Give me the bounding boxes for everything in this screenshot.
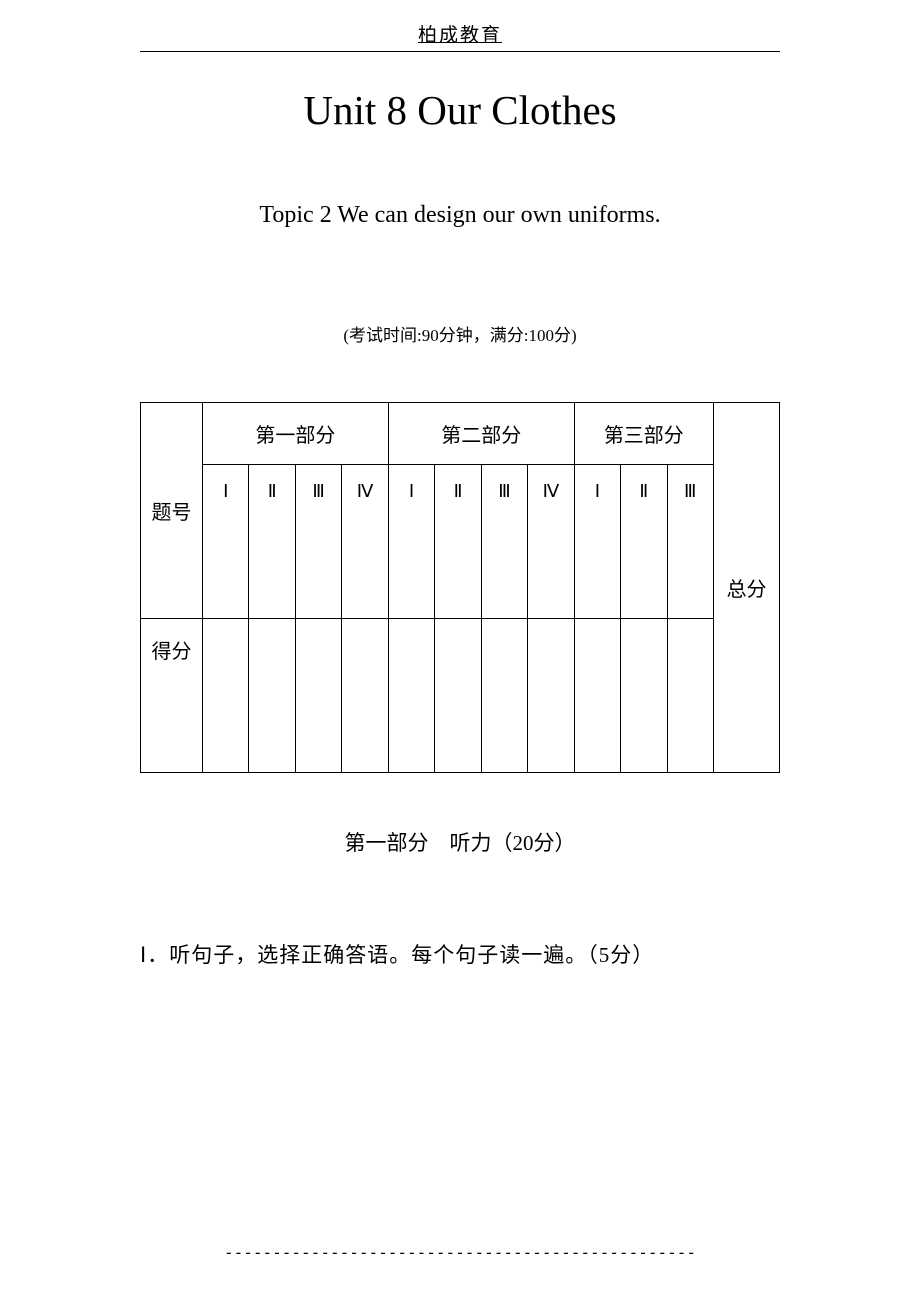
score-cell xyxy=(435,619,481,773)
score-cell xyxy=(249,619,295,773)
row-header-score: 得分 xyxy=(141,619,203,773)
section-header-3: 第三部分 xyxy=(574,403,713,465)
roman-cell: Ⅰ xyxy=(574,465,620,619)
score-row: 得分 xyxy=(141,619,780,773)
score-cell xyxy=(342,619,388,773)
section-header-1: 第一部分 xyxy=(203,403,389,465)
roman-cell: Ⅱ xyxy=(435,465,481,619)
roman-cell: Ⅰ xyxy=(388,465,434,619)
brand-header: 柏成教育 xyxy=(140,20,780,47)
roman-numeral-row: Ⅰ Ⅱ Ⅲ Ⅳ Ⅰ Ⅱ Ⅲ Ⅳ Ⅰ Ⅱ Ⅲ xyxy=(141,465,780,619)
section-header-total: 总分 xyxy=(714,403,780,773)
roman-cell: Ⅱ xyxy=(249,465,295,619)
score-cell xyxy=(667,619,713,773)
score-cell xyxy=(528,619,574,773)
roman-cell: Ⅲ xyxy=(295,465,341,619)
score-cell xyxy=(295,619,341,773)
roman-cell: Ⅰ xyxy=(203,465,249,619)
score-cell xyxy=(574,619,620,773)
score-table: 题号 第一部分 第二部分 第三部分 总分 Ⅰ Ⅱ Ⅲ Ⅳ Ⅰ Ⅱ Ⅲ Ⅳ Ⅰ Ⅱ… xyxy=(140,402,780,773)
row-header-question-number: 题号 xyxy=(141,403,203,619)
roman-cell: Ⅱ xyxy=(621,465,667,619)
topic-title: Topic 2 We can design our own uniforms. xyxy=(140,202,780,229)
roman-cell: Ⅲ xyxy=(481,465,527,619)
part-heading: 第一部分 听力（20分） xyxy=(140,827,780,857)
roman-cell: Ⅳ xyxy=(528,465,574,619)
exam-info: (考试时间:90分钟，满分:100分) xyxy=(140,321,780,346)
score-cell xyxy=(621,619,667,773)
header-rule xyxy=(140,51,780,52)
document-page: 柏成教育 Unit 8 Our Clothes Topic 2 We can d… xyxy=(0,0,920,969)
instruction-text: Ⅰ．听句子，选择正确答语。每个句子读一遍。（5分） xyxy=(140,939,780,969)
score-cell xyxy=(203,619,249,773)
unit-title: Unit 8 Our Clothes xyxy=(140,86,780,134)
roman-cell: Ⅳ xyxy=(342,465,388,619)
score-cell xyxy=(481,619,527,773)
score-cell xyxy=(388,619,434,773)
footer-separator: ----------------------------------------… xyxy=(0,1243,920,1262)
section-header-2: 第二部分 xyxy=(388,403,574,465)
table-header-row: 题号 第一部分 第二部分 第三部分 总分 xyxy=(141,403,780,465)
roman-cell: Ⅲ xyxy=(667,465,713,619)
